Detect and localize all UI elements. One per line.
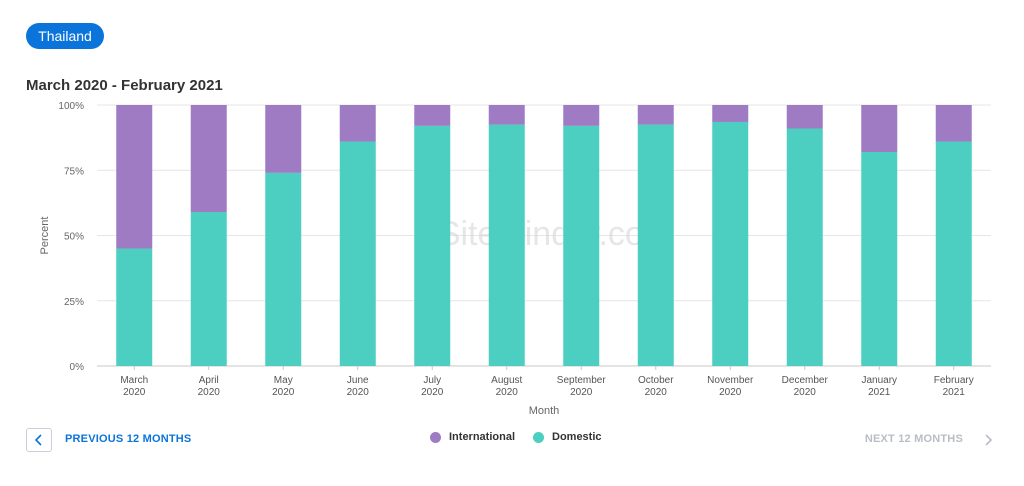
y-tick-label: 75%	[64, 166, 84, 177]
bar-international	[414, 105, 451, 126]
x-tick-label-month: April	[199, 375, 219, 386]
y-tick-label: 100%	[58, 101, 84, 112]
bar-domestic	[488, 124, 525, 366]
x-tick-label-year: 2020	[570, 387, 593, 398]
x-tick-label-month: September	[557, 375, 607, 386]
country-filter-button[interactable]: Thailand	[26, 23, 104, 49]
x-tick-label-year: 2020	[421, 387, 444, 398]
x-tick-label-year: 2020	[347, 387, 370, 398]
y-tick-label: 50%	[64, 232, 84, 243]
x-tick-label-year: 2020	[645, 387, 668, 398]
x-tick-label-month: October	[638, 375, 674, 386]
international-swatch	[430, 431, 441, 443]
bar-international	[935, 105, 972, 142]
x-tick-label-year: 2020	[123, 387, 146, 398]
next-12-months-link: NEXT 12 MONTHS	[864, 433, 963, 445]
chart-title: March 2020 - February 2021	[26, 77, 223, 94]
bar-international	[637, 105, 674, 125]
x-tick-label-month: May	[274, 375, 293, 386]
x-tick-label-month: August	[491, 375, 522, 386]
bar-domestic	[414, 125, 451, 366]
x-tick-label-month: November	[707, 375, 754, 386]
x-tick-label-month: December	[782, 375, 829, 386]
bar-domestic	[861, 151, 898, 366]
x-tick-label-month: July	[423, 375, 441, 386]
bar-international	[339, 105, 376, 142]
bar-international	[563, 105, 600, 126]
watermark: SiteMinder.com	[438, 215, 672, 253]
x-tick-label-year: 2020	[272, 387, 295, 398]
previous-button[interactable]	[26, 428, 52, 452]
x-tick-label-month: February	[934, 375, 974, 386]
chevron-left-icon	[34, 434, 42, 446]
x-tick-label-month: March	[120, 375, 148, 386]
x-axis-label: Month	[529, 405, 560, 417]
y-tick-label: 25%	[64, 297, 84, 308]
bar-international	[116, 105, 153, 249]
x-tick-label-month: January	[861, 375, 897, 386]
bar-domestic	[935, 141, 972, 366]
legend-item-domestic[interactable]: Domestic	[533, 431, 602, 443]
bar-international	[712, 105, 749, 122]
bar-domestic	[190, 212, 227, 366]
bar-domestic	[339, 141, 376, 366]
legend-label-international: International	[449, 431, 516, 443]
previous-12-months-link[interactable]: PREVIOUS 12 MONTHS	[65, 433, 192, 445]
legend-label-domestic: Domestic	[552, 431, 602, 443]
x-tick-label-year: 2021	[943, 387, 966, 398]
y-tick-label: 0%	[70, 362, 85, 373]
domestic-swatch	[533, 431, 544, 443]
bar-domestic	[265, 172, 302, 366]
x-tick-label-year: 2020	[496, 387, 519, 398]
bar-domestic	[786, 128, 823, 366]
bar-domestic	[712, 121, 749, 366]
chevron-right-icon	[985, 434, 993, 446]
bar-international	[190, 105, 227, 213]
bar-domestic	[116, 248, 153, 366]
bar-international	[786, 105, 823, 129]
x-tick-label-month: June	[347, 375, 369, 386]
y-axis-label: Percent	[39, 217, 51, 255]
bar-domestic	[563, 125, 600, 366]
x-tick-label-year: 2020	[794, 387, 817, 398]
legend-item-international[interactable]: International	[430, 431, 515, 443]
next-button	[978, 430, 998, 450]
bar-international	[861, 105, 898, 152]
x-tick-label-year: 2021	[868, 387, 891, 398]
bar-domestic	[637, 124, 674, 366]
bar-international	[488, 105, 525, 125]
bar-international	[265, 105, 302, 173]
x-tick-label-year: 2020	[719, 387, 742, 398]
x-tick-label-year: 2020	[198, 387, 221, 398]
